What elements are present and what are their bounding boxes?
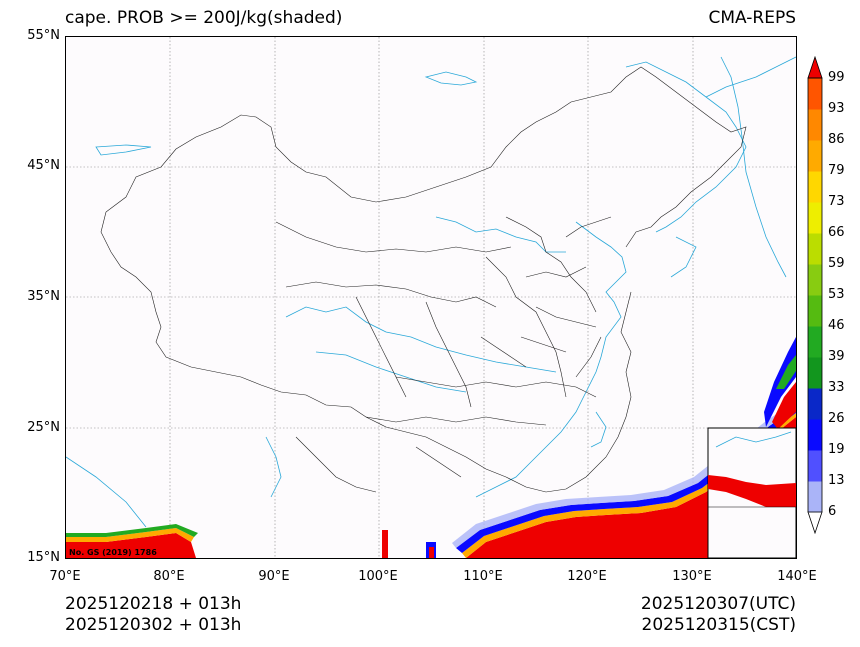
colorbar-tick-label: 66 [828,225,845,240]
valid-time-cst: 2025120315(CST) [641,615,796,635]
colorbar-band [808,109,822,141]
colorbar-tick-label: 86 [828,132,845,147]
graticule [66,37,796,558]
colorbar-tick-label: 99 [828,70,845,85]
chart-title: cape. PROB >= 200J/kg(shaded) [65,8,343,28]
colorbar-tick-label: 19 [828,442,845,457]
colorbar-min-extension [807,511,823,534]
lat-label-45: 45°N [27,158,60,173]
lon-label-70: 70°E [49,569,81,584]
colorbar-band [808,233,822,265]
coastlines [66,56,796,528]
model-name: CMA-REPS [708,8,796,28]
map-panel[interactable]: No. GS (2019) 1786 [65,36,797,559]
colorbar-tick-label: 59 [828,256,845,271]
lon-label-90: 90°E [258,569,290,584]
boundaries [100,66,747,493]
probability-field [66,337,796,558]
valid-time-utc: 2025120307(UTC) [640,594,796,614]
colorbar-band [808,78,822,110]
colorbar-tick-label: 39 [828,349,845,364]
colorbar-band [808,264,822,296]
colorbar-tick-label: 33 [828,380,845,395]
colorbar-band [808,388,822,420]
colorbar-tick-label: 6 [828,504,837,519]
colorbar-band [808,326,822,358]
init-time-cst: 2025120302 + 013h [65,615,242,635]
colorbar [807,56,823,534]
colorbar-band [808,450,822,482]
lat-label-35: 35°N [27,289,60,304]
map-approval-note: No. GS (2019) 1786 [69,548,157,557]
lat-label-55: 55°N [27,28,60,43]
colorbar-tick-label: 13 [828,473,845,488]
colorbar-band [808,171,822,203]
colorbar-band [808,295,822,327]
lon-label-80: 80°E [153,569,185,584]
lat-label-25: 25°N [27,420,60,435]
lon-label-120: 120°E [567,569,607,584]
lat-label-15: 15°N [27,550,60,565]
lon-label-130: 130°E [672,569,712,584]
colorbar-tick-label: 93 [828,101,845,116]
lon-label-110: 110°E [463,569,503,584]
colorbar-tick-label: 73 [828,194,845,209]
colorbar-tick-label: 79 [828,163,845,178]
colorbar-band [808,357,822,389]
colorbar-tick-label: 46 [828,318,845,333]
colorbar-band [808,481,822,513]
colorbar-band [808,140,822,172]
lon-label-100: 100°E [358,569,398,584]
colorbar-band [808,419,822,451]
colorbar-tick-label: 53 [828,287,845,302]
init-time-utc: 2025120218 + 013h [65,594,242,614]
inset-map [707,427,796,558]
colorbar-band [808,202,822,234]
colorbar-max-extension [807,56,823,79]
colorbar-tick-label: 26 [828,411,845,426]
map-canvas: No. GS (2019) 1786 [66,37,796,558]
lon-label-140: 140°E [777,569,817,584]
